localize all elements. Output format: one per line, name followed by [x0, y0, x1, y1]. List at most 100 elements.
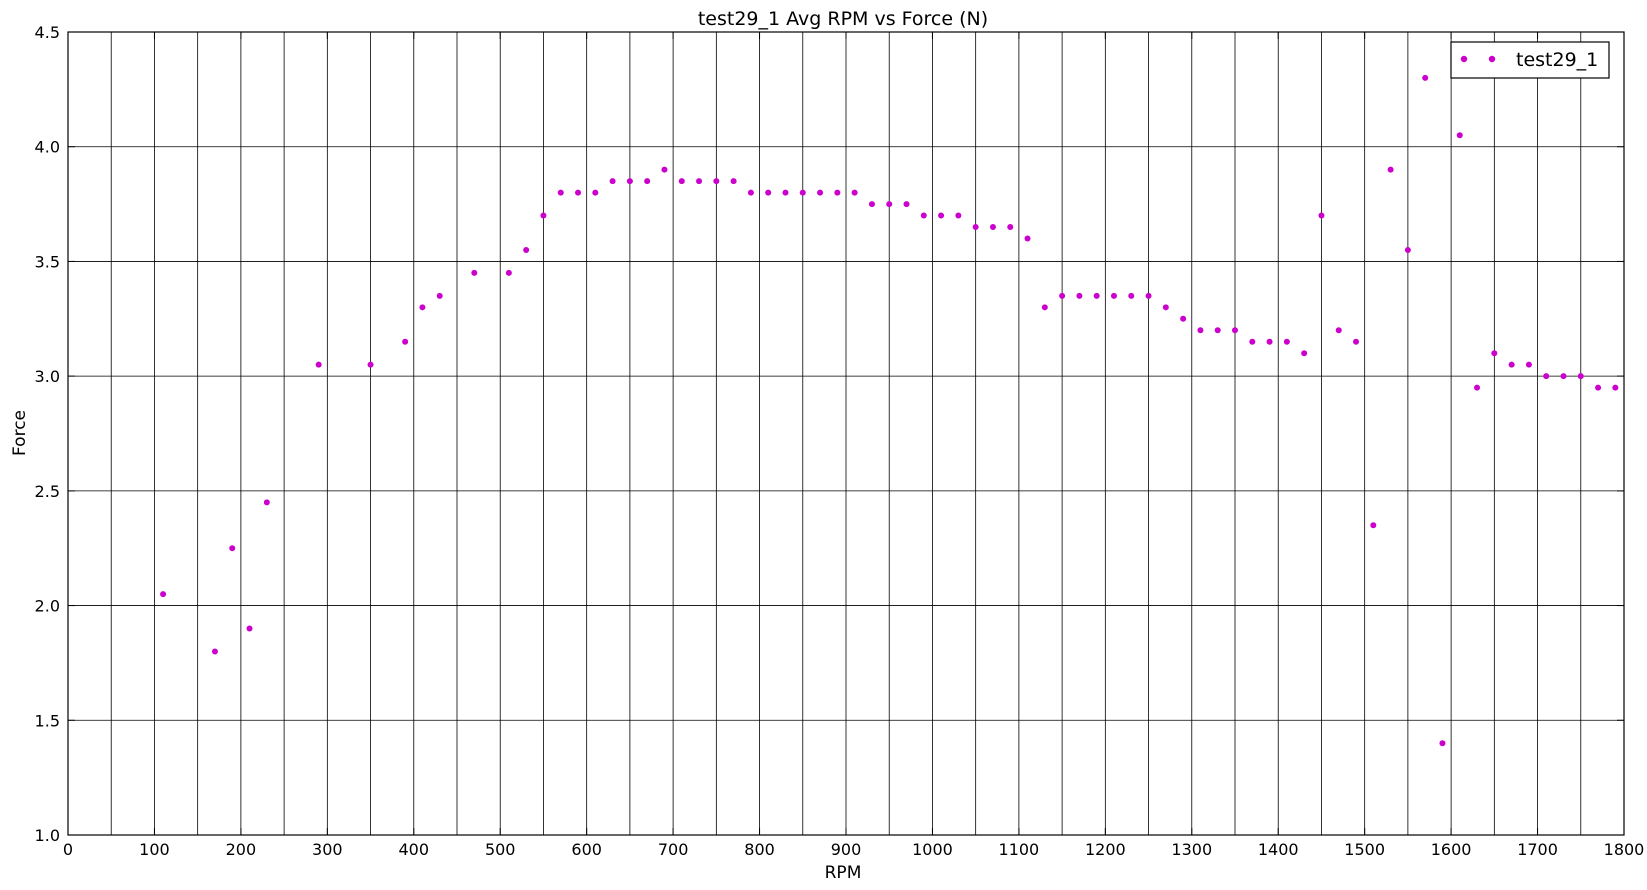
data-point [160, 591, 167, 598]
x-tick-label: 1500 [1344, 840, 1385, 859]
data-point [229, 545, 236, 552]
data-point [1162, 304, 1169, 311]
x-tick-label: 200 [226, 840, 257, 859]
data-point [540, 212, 547, 219]
data-point [211, 648, 218, 655]
data-point [609, 178, 616, 185]
data-point [1456, 132, 1463, 139]
data-point [1387, 166, 1394, 173]
data-point [1595, 384, 1602, 391]
y-tick-label: 3.5 [35, 252, 60, 271]
data-point [920, 212, 927, 219]
x-tick-label: 0 [63, 840, 73, 859]
x-tick-label: 1200 [1085, 840, 1126, 859]
data-point [592, 189, 599, 196]
data-point [263, 499, 270, 506]
data-point [1353, 338, 1360, 345]
data-point [1041, 304, 1048, 311]
x-tick-label: 900 [831, 840, 862, 859]
data-point [367, 361, 374, 368]
data-point [1110, 292, 1117, 299]
data-point [1560, 373, 1567, 380]
data-point [696, 178, 703, 185]
data-point [1543, 373, 1550, 380]
data-point [1422, 74, 1429, 81]
data-point [1007, 224, 1014, 231]
data-point [575, 189, 582, 196]
data-points [160, 74, 1619, 747]
data-point [1180, 315, 1187, 322]
x-tick-label: 1400 [1258, 840, 1299, 859]
data-point [1301, 350, 1308, 357]
x-tick-label: 600 [571, 840, 602, 859]
legend-box [1450, 41, 1610, 79]
data-point [886, 201, 893, 208]
data-point [851, 189, 858, 196]
data-point [713, 178, 720, 185]
x-tick-label: 1100 [999, 840, 1040, 859]
data-point [868, 201, 875, 208]
data-point [1249, 338, 1256, 345]
data-point [557, 189, 564, 196]
data-point [1197, 327, 1204, 334]
legend-marker [1488, 55, 1496, 63]
data-point [419, 304, 426, 311]
axis-ticks: 0 100 200 300 400 500 600 700 800 900 1000 1100 1200… [35, 23, 1645, 859]
data-point [471, 269, 478, 276]
x-tick-label: 800 [744, 840, 775, 859]
data-point [1266, 338, 1273, 345]
data-point [1145, 292, 1152, 299]
data-point [1024, 235, 1031, 242]
data-point [1214, 327, 1221, 334]
x-tick-label: 1800 [1604, 840, 1645, 859]
x-axis-label: RPM [825, 863, 862, 883]
data-point [989, 224, 996, 231]
y-tick-label: 2.5 [35, 482, 60, 501]
data-point [315, 361, 322, 368]
x-tick-label: 1700 [1517, 840, 1558, 859]
data-point [1525, 361, 1532, 368]
data-point [799, 189, 806, 196]
x-tick-label: 1300 [1171, 840, 1212, 859]
data-point [402, 338, 409, 345]
grid-lines [68, 32, 1624, 835]
data-point [523, 246, 530, 253]
y-tick-label: 1.5 [35, 711, 60, 730]
data-point [765, 189, 772, 196]
x-tick-label: 1000 [912, 840, 953, 859]
data-point [782, 189, 789, 196]
y-tick-label: 1.0 [35, 826, 60, 845]
y-tick-label: 4.5 [35, 23, 60, 42]
data-point [1232, 327, 1238, 334]
data-point [644, 178, 651, 185]
data-point [903, 201, 910, 208]
legend: test29_1 [1450, 41, 1610, 79]
data-point [1577, 373, 1584, 380]
data-point [834, 189, 841, 196]
legend-label: test29_1 [1516, 49, 1598, 71]
x-tick-label: 1600 [1431, 840, 1472, 859]
data-point [972, 224, 979, 231]
y-tick-label: 4.0 [35, 138, 60, 157]
data-point [626, 178, 633, 185]
data-point [1508, 361, 1515, 368]
chart-title: test29_1 Avg RPM vs Force (N) [698, 8, 988, 30]
data-point [1318, 212, 1325, 219]
data-point [1076, 292, 1083, 299]
x-tick-label: 700 [658, 840, 689, 859]
data-point [730, 178, 737, 185]
data-point [1474, 384, 1481, 391]
data-point [1283, 338, 1290, 345]
x-tick-label: 400 [399, 840, 430, 859]
data-point [1059, 292, 1066, 299]
x-tick-label: 500 [485, 840, 516, 859]
y-axis-label: Force [10, 410, 30, 456]
data-point [747, 189, 754, 196]
data-point [938, 212, 945, 219]
y-tick-label: 3.0 [35, 367, 60, 386]
legend-marker [1460, 55, 1468, 63]
data-point [436, 292, 443, 299]
data-point [1439, 740, 1446, 747]
x-tick-label: 300 [312, 840, 343, 859]
